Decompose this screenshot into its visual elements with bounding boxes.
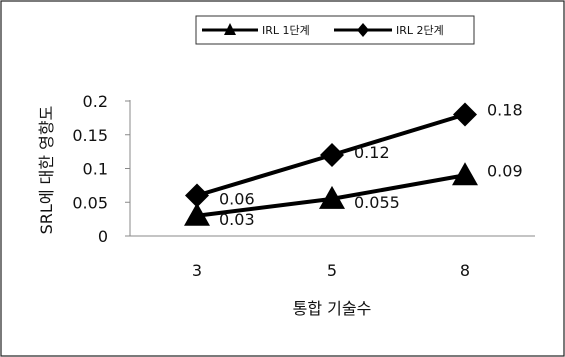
- data-label: 0.18: [487, 101, 523, 120]
- data-label: 0.09: [487, 161, 523, 180]
- data-label: 0.06: [219, 190, 255, 209]
- triangle-marker: [319, 185, 345, 209]
- data-label: 0.12: [354, 143, 390, 162]
- diamond-marker: [320, 143, 344, 167]
- legend-marker-diamond: [357, 23, 369, 37]
- diamond-marker: [453, 102, 477, 127]
- y-tick-label: 0.15: [72, 126, 108, 145]
- x-tick-label: 3: [192, 261, 202, 280]
- legend-label-series-2: IRL 2단계: [396, 24, 444, 37]
- triangle-marker: [452, 162, 478, 186]
- data-label: 0.03: [219, 210, 255, 229]
- data-label: 0.055: [354, 193, 400, 212]
- legend: IRL 1단계 IRL 2단계: [195, 15, 475, 45]
- triangle-marker: [184, 202, 210, 226]
- legend-label-series-1: IRL 1단계: [262, 24, 310, 37]
- series-layer: 0.03 0.055 0.09 0.06 0.12 0.18: [184, 101, 523, 229]
- y-axis-title: SRL에 대한 영향도: [37, 106, 56, 235]
- x-axis-title: 통합 기술수: [293, 299, 372, 318]
- x-axis-ticks: 3 5 8: [192, 261, 470, 280]
- y-axis-ticks: 0 0.05 0.1 0.15 0.2: [72, 92, 130, 246]
- y-tick-label: 0.1: [83, 160, 108, 179]
- legend-marker-triangle: [224, 23, 236, 35]
- x-tick-label: 8: [460, 261, 470, 280]
- y-tick-label: 0: [98, 227, 108, 246]
- y-tick-label: 0.2: [83, 92, 108, 111]
- y-tick-label: 0.05: [72, 193, 108, 212]
- diamond-marker: [185, 183, 209, 208]
- x-tick-label: 5: [327, 261, 337, 280]
